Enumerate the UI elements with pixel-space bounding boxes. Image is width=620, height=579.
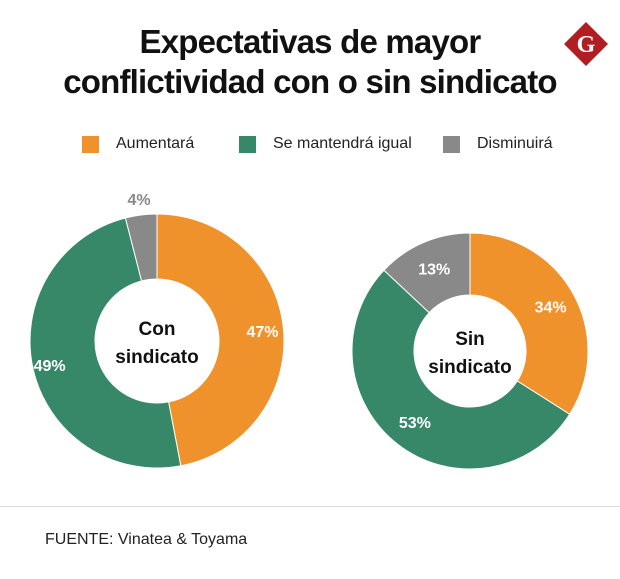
brand-logo-icon: G xyxy=(564,22,608,66)
donut-slice-disminuira xyxy=(383,232,471,314)
chart-title: Expectativas de mayor conflictividad con… xyxy=(0,22,620,102)
title-line-1: Expectativas de mayor xyxy=(139,23,482,60)
divider xyxy=(0,506,620,507)
donut-slice-se-mantendra-igual xyxy=(351,269,571,470)
legend-swatch-disminuira xyxy=(443,135,460,153)
legend-label-se-mantendra-igual: Se mantendrá igual xyxy=(273,135,412,152)
donut-slice-disminuira xyxy=(124,213,158,282)
center-label-line-1: Sin xyxy=(455,329,485,350)
legend-swatch-se-mantendra-igual xyxy=(239,135,256,153)
donut-slice-se-mantendra-igual xyxy=(29,217,182,469)
donut-chart-sin-sindicato: 34% 53% 13% Sin sindicato xyxy=(351,232,589,470)
center-label-line-2: sindicato xyxy=(115,347,198,368)
center-label-line-2: sindicato xyxy=(428,357,511,378)
data-label-disminuira: 13% xyxy=(418,261,450,278)
legend-item-disminuira: Disminuirá xyxy=(443,133,553,155)
legend-label-disminuira: Disminuirá xyxy=(477,135,553,152)
legend-item-se-mantendra-igual: Se mantendrá igual xyxy=(239,133,412,155)
legend-label-aumentara: Aumentará xyxy=(116,135,195,152)
logo-diamond xyxy=(564,22,608,66)
logo-letter: G xyxy=(577,32,596,58)
data-label-aumentara: 34% xyxy=(535,300,567,317)
data-label-disminuira: 4% xyxy=(127,192,150,209)
data-label-se-mantendra-igual: 49% xyxy=(34,358,66,375)
donut-chart-con-sindicato: 47% 49% 4% Con sindicato xyxy=(29,192,285,469)
center-label-line-1: Con xyxy=(139,319,176,340)
data-label-se-mantendra-igual: 53% xyxy=(399,415,431,432)
legend: Aumentará Se mantendrá igual Disminuirá xyxy=(0,133,620,155)
legend-swatch-aumentara xyxy=(82,135,99,153)
donut-slice-aumentara xyxy=(469,232,589,415)
source-note: FUENTE: Vinatea & Toyama xyxy=(45,531,248,548)
legend-item-aumentara: Aumentará xyxy=(82,133,194,155)
title-line-2: conflictividad con o sin sindicato xyxy=(63,63,557,100)
data-label-aumentara: 47% xyxy=(247,324,279,341)
donut-slice-aumentara xyxy=(156,213,285,467)
